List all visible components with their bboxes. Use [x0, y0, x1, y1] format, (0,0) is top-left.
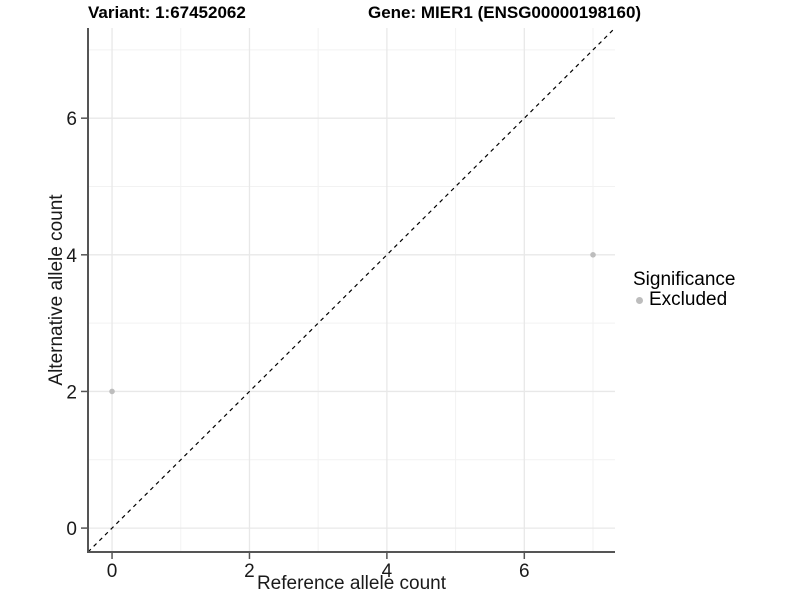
legend-item-excluded: Excluded [633, 290, 735, 310]
y-tick-label: 4 [66, 246, 77, 267]
data-point [590, 252, 596, 258]
y-tick-label: 6 [66, 109, 77, 130]
x-axis-title: Reference allele count [256, 573, 447, 594]
x-tick-label: 4 [382, 561, 393, 582]
legend: Significance Excluded [633, 270, 735, 310]
x-tick-label: 0 [107, 561, 118, 582]
x-tick-label: 2 [244, 561, 255, 582]
legend-title: Significance [633, 269, 736, 290]
identity-line [87, 27, 616, 553]
plot-title-gene: Gene: MIER1 (ENSG00000198160) [368, 3, 642, 22]
y-tick-label: 0 [66, 519, 77, 540]
legend-item-label: Excluded [649, 289, 728, 310]
data-point [109, 388, 115, 395]
y-axis-title: Alternative allele count [46, 194, 67, 386]
y-tick-label: 2 [66, 382, 77, 403]
plot-title-variant: Variant: 1:67452062 [88, 3, 246, 22]
legend-point-icon [636, 296, 643, 304]
x-tick-label: 6 [519, 561, 530, 582]
